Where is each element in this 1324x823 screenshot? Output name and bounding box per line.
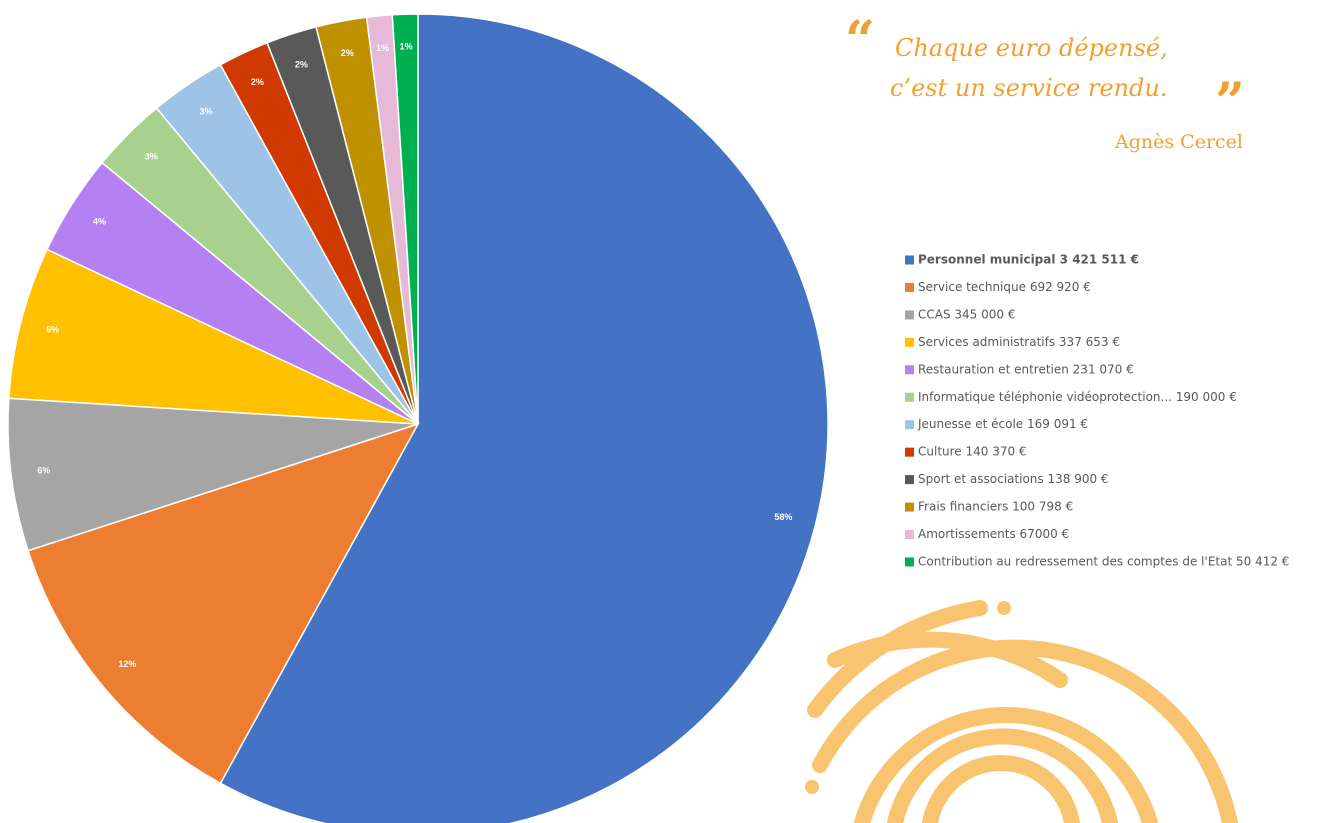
legend-label: Frais financiers 100 798 €	[918, 500, 1073, 514]
legend-swatch	[905, 502, 914, 512]
legend-label: Contribution au redressement des comptes…	[918, 554, 1289, 568]
pie-slice	[7, 397, 419, 552]
legend-label: Informatique téléphonie vidéoprotection.…	[918, 390, 1237, 404]
pie-slice	[8, 248, 419, 425]
legend-swatch	[905, 337, 914, 347]
deco-arc	[922, 755, 1080, 823]
legend-label: Amortissements 67000 €	[918, 527, 1069, 541]
data-label: 6%	[37, 466, 50, 476]
pie-slice	[27, 422, 420, 785]
data-label: 4%	[93, 216, 106, 226]
pie-slice	[219, 13, 829, 823]
deco-arc	[854, 707, 1158, 823]
legend-label: Restauration et entretien 231 070 €	[918, 362, 1134, 376]
data-label: 12%	[118, 659, 136, 669]
legend-swatch	[905, 530, 914, 539]
quote-mark: ”	[1215, 72, 1245, 133]
legend-label: Sport et associations 138 900 €	[918, 472, 1109, 486]
legend-swatch	[905, 475, 914, 485]
legend-label: Personnel municipal 3 421 511 €	[918, 253, 1139, 267]
data-label: 58%	[774, 512, 792, 522]
legend-swatch	[905, 282, 914, 292]
legend-label: Service technique 692 920 €	[918, 280, 1091, 294]
pie-slice	[391, 13, 419, 425]
legend-swatch	[905, 447, 914, 457]
data-label: 3%	[199, 106, 212, 116]
legend-swatch	[905, 365, 914, 375]
decoration	[805, 600, 1238, 823]
data-label: 1%	[376, 43, 389, 53]
legend-swatch	[905, 310, 914, 320]
deco-arc	[812, 639, 1238, 823]
quote-mark: “	[845, 10, 875, 71]
data-label: 1%	[400, 41, 413, 51]
deco-dot	[997, 601, 1011, 615]
legend-swatch	[905, 420, 914, 430]
legend-swatch	[905, 392, 914, 402]
data-label: 2%	[251, 77, 264, 87]
legend-label: Culture 140 370 €	[918, 445, 1027, 459]
data-label: 2%	[341, 48, 354, 58]
data-label: 6%	[46, 325, 59, 335]
pie: 58% 12% 6% 6% 4% 3% 3% 2% 2% 2% 1% 1%	[7, 13, 829, 823]
quote-line: c’est un service rendu.	[890, 74, 1168, 102]
legend-swatch	[905, 557, 914, 567]
legend-label: CCAS 345 000 €	[918, 307, 1015, 321]
legend-label: Services administratifs 337 653 €	[918, 335, 1120, 349]
data-label: 2%	[295, 60, 308, 70]
deco-arc	[887, 728, 1118, 823]
deco-dot	[805, 780, 819, 794]
data-label: 3%	[145, 152, 158, 162]
legend-label: Jeunesse et école 169 091 €	[917, 417, 1088, 431]
quote-line: Chaque euro dépensé,	[895, 34, 1168, 62]
deco-arc	[827, 631, 1068, 688]
legend-swatch	[905, 255, 914, 265]
author: Agnès Cercel	[1114, 131, 1243, 153]
